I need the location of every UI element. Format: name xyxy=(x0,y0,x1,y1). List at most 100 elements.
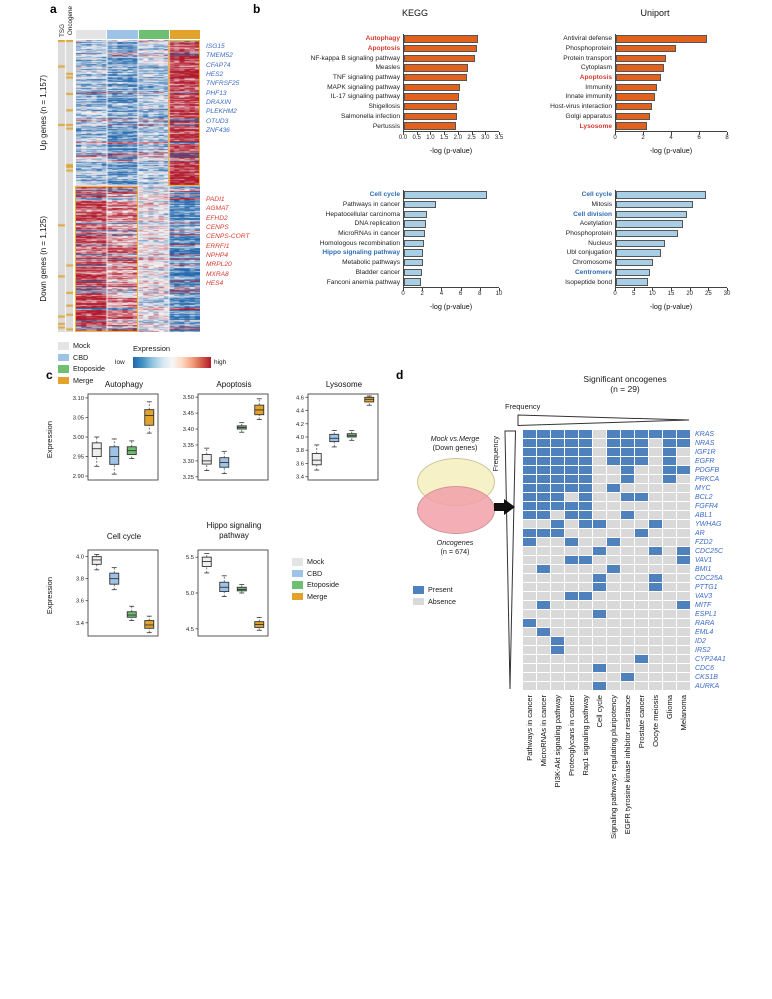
oncogene-presence-grid xyxy=(523,430,690,690)
bar-category-label: Homologous recombination xyxy=(319,239,400,247)
absence-cell xyxy=(551,592,564,600)
bar-row: MicroRNAs in cancer xyxy=(285,228,499,239)
absence-cell xyxy=(565,610,578,618)
down-gene-labels: PADI1 AGMAT EFHD2 CENPS CENPS-CORT ERRFI1 NPHP… xyxy=(206,195,249,288)
present-cell xyxy=(523,502,536,510)
bar xyxy=(404,93,459,101)
bar-category-label: Lysosome xyxy=(579,122,612,130)
pathway-label-cell: MicroRNAs in cancer xyxy=(537,695,550,766)
present-cell xyxy=(621,430,634,438)
absence-cell xyxy=(663,583,676,591)
bar-track xyxy=(615,53,727,64)
absence-cell xyxy=(579,529,592,537)
present-cell xyxy=(551,637,564,645)
pathway-label: Melanoma xyxy=(679,695,688,731)
expression-ylabel-bottom: Expression xyxy=(44,577,54,615)
oncogene-label: FGFR4 xyxy=(695,503,718,510)
present-cell xyxy=(621,439,634,447)
present-cell xyxy=(565,592,578,600)
absence-cell xyxy=(523,637,536,645)
group-header-mock xyxy=(76,30,107,39)
present-cell xyxy=(523,439,536,447)
x-axis: 0 2 4 6 8 10 xyxy=(401,286,502,298)
legend-label: Present xyxy=(428,585,453,595)
absence-cell xyxy=(579,637,592,645)
bar xyxy=(404,122,457,130)
venn-top-label-line1: Mock vs.Merge xyxy=(430,434,480,443)
svg-text:3.6: 3.6 xyxy=(296,461,304,467)
present-cell xyxy=(565,466,578,474)
present-cell xyxy=(537,628,550,636)
pathway-label-cell: EGFR tyrosine kinase inhibitor resistanc… xyxy=(621,695,634,834)
bar-track xyxy=(403,248,499,258)
present-cell xyxy=(565,439,578,447)
absence-cell xyxy=(607,475,620,483)
legend-swatch xyxy=(58,353,69,361)
pathway-label: Signaling pathways regulating pluripoten… xyxy=(609,695,618,839)
bar-category-label: Centromere xyxy=(574,268,612,276)
axis-tick xyxy=(633,287,635,291)
present-cell xyxy=(621,466,634,474)
oncogene-label: CKS1B xyxy=(695,674,718,681)
bar-category-label: Apoptosis xyxy=(579,74,612,82)
absence-cell xyxy=(649,502,662,510)
x-axis: 0 5 10 15 20 25 30 xyxy=(613,286,730,298)
present-cell xyxy=(537,502,550,510)
absence-cell xyxy=(565,520,578,528)
bar-category-label: Autophagy xyxy=(365,35,400,43)
bar xyxy=(616,200,693,209)
present-cell xyxy=(565,475,578,483)
absence-cell xyxy=(607,556,620,564)
bar-row: DNA replication xyxy=(285,219,499,229)
bar-category-label: MicroRNAs in cancer xyxy=(338,230,400,238)
bar-track xyxy=(615,267,727,278)
absence-cell xyxy=(523,646,536,654)
present-cell xyxy=(579,592,592,600)
absence-cell xyxy=(523,583,536,591)
present-cell xyxy=(551,475,564,483)
gene-label: PLEKHM2 xyxy=(206,108,237,116)
oncogene-label: FZD2 xyxy=(695,539,713,546)
absence-cell xyxy=(607,592,620,600)
bar-track xyxy=(615,121,727,131)
legend-item: Absence xyxy=(413,596,456,608)
svg-text:4.4: 4.4 xyxy=(296,409,305,415)
bar-category-label: Cell division xyxy=(573,210,612,218)
hippo-boxplot: 4.5 5.0 5.5 xyxy=(172,546,272,647)
gene-label: TNFRSF25 xyxy=(206,80,240,88)
bar-track xyxy=(615,34,727,44)
absence-cell xyxy=(565,493,578,501)
bar-row: Phosphoprotein xyxy=(523,228,727,239)
panel-d-label: d xyxy=(396,368,404,382)
absence-cell xyxy=(649,457,662,465)
pathway-label-cell: Cell cycle xyxy=(593,695,606,728)
absence-cell xyxy=(593,646,606,654)
absence-cell xyxy=(621,619,634,627)
absence-cell xyxy=(607,628,620,636)
absence-cell xyxy=(663,637,676,645)
pathway-label: Prostate cancer xyxy=(637,695,646,749)
bar-category-label: Measles xyxy=(375,64,400,72)
absence-cell xyxy=(551,619,564,627)
present-cell xyxy=(593,682,606,690)
bar xyxy=(616,220,684,228)
present-cell xyxy=(523,511,536,519)
axis-tick-label: 1.5 xyxy=(439,135,449,142)
absence-cell xyxy=(551,610,564,618)
bar-track xyxy=(403,72,499,83)
bar-track xyxy=(615,101,727,112)
bar-category-label: Pathways in cancer xyxy=(342,201,400,209)
bar-category-label: Hippo signaling pathway xyxy=(322,249,400,257)
absence-cell xyxy=(677,493,690,501)
absence-cell xyxy=(565,565,578,573)
arrow-head-icon xyxy=(504,499,515,515)
kegg-title: KEGG xyxy=(401,8,428,18)
bar-category-label: Shigellosis xyxy=(368,103,400,111)
bar xyxy=(616,210,687,218)
bar xyxy=(616,229,678,238)
oncogene-label: NRAS xyxy=(695,440,715,447)
kegg-up-barchart: Autophagy Apoptosis NF-kappa B signaling p… xyxy=(285,34,503,155)
svg-text:4.6: 4.6 xyxy=(296,395,304,401)
legend-item: Merge xyxy=(58,375,105,387)
legend-swatch xyxy=(413,586,424,594)
